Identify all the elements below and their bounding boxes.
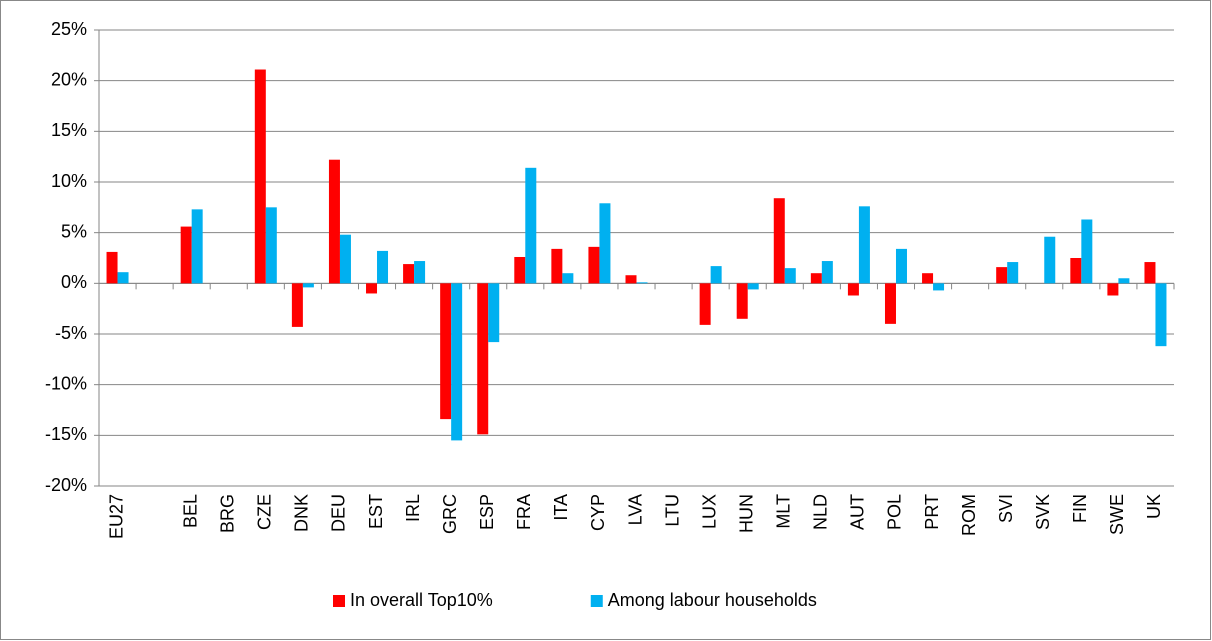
x-tick-label: CZE [255,494,275,530]
bar [291,283,303,327]
bar [847,283,859,296]
bar [403,264,415,284]
bar [699,283,711,325]
x-tick-label: MLT [774,494,794,529]
bar [366,283,378,294]
x-tick-label: ITA [551,494,571,521]
x-tick-label: DEU [329,494,349,532]
bar [1155,283,1167,347]
y-tick-label: 5% [61,221,87,241]
y-tick-label: 20% [51,69,87,89]
bar [328,159,340,284]
x-tick-label: BEL [180,494,200,528]
bar [710,266,722,284]
bar [588,246,600,284]
bar [191,209,203,284]
bar [736,283,748,319]
bar [1144,262,1156,284]
x-tick-label: LUX [699,494,719,529]
y-tick-label: 25% [51,19,87,39]
y-tick-label: 0% [61,272,87,292]
bar [625,275,637,284]
bar [747,283,759,290]
bar [302,283,314,288]
x-tick-label: FIN [1070,494,1090,523]
bar [562,273,574,284]
bar [1044,236,1056,284]
x-tick-label: POL [885,494,905,530]
x-tick-label: EST [366,494,386,529]
y-tick-label: -10% [45,373,87,393]
x-tick-label: LTU [662,494,682,527]
bar [599,203,611,284]
bar [440,283,452,420]
bar [858,206,870,284]
bar [514,256,526,284]
legend-label: Among labour households [608,590,817,610]
bar [784,268,796,284]
x-tick-label: HUN [736,494,756,533]
bar [773,198,785,284]
bar [451,283,463,441]
bar [265,207,277,284]
x-tick-label: ROM [959,494,979,536]
x-tick-label: UK [1144,494,1164,519]
bar [551,248,563,284]
x-tick-label: AUT [848,494,868,530]
bar [922,273,934,284]
x-tick-label: SVI [996,494,1016,523]
bar [821,261,833,284]
bar [477,283,489,435]
x-tick-label: FRA [514,494,534,530]
bar [1081,219,1093,284]
bar [933,283,945,291]
x-tick-label: GRC [440,494,460,534]
bar [636,282,648,284]
legend-swatch [333,595,345,607]
x-tick-label: ESP [477,494,497,530]
bar [1007,262,1019,284]
bar [117,272,129,284]
x-tick-label: EU27 [106,494,126,539]
x-tick-label: NLD [811,494,831,530]
bar [884,283,896,324]
bar [377,250,389,284]
x-tick-label: BRG [217,494,237,533]
bar [254,69,266,284]
y-tick-label: -5% [55,323,87,343]
x-tick-label: CYP [588,494,608,531]
bar [1118,278,1130,284]
x-tick-label: IRL [403,494,423,522]
y-tick-label: 10% [51,171,87,191]
x-tick-label: PRT [922,494,942,530]
bar [414,261,426,284]
legend-swatch [590,595,603,607]
y-tick-label: 15% [51,120,87,140]
x-tick-label: SVK [1033,494,1053,530]
legend-label: In overall Top10% [350,590,493,610]
bar [1070,258,1082,284]
x-tick-label: SWE [1107,494,1127,535]
bar [810,273,822,284]
bar [180,226,192,284]
x-tick-label: DNK [292,494,312,532]
x-tick-label: LVA [625,494,645,525]
bar [1107,283,1119,296]
bar [895,248,907,284]
bar [996,267,1008,284]
y-tick-label: -15% [45,424,87,444]
bar [525,167,537,284]
bar [339,234,351,284]
bar [488,283,500,343]
bar [106,251,118,284]
y-tick-label: -20% [45,475,87,495]
